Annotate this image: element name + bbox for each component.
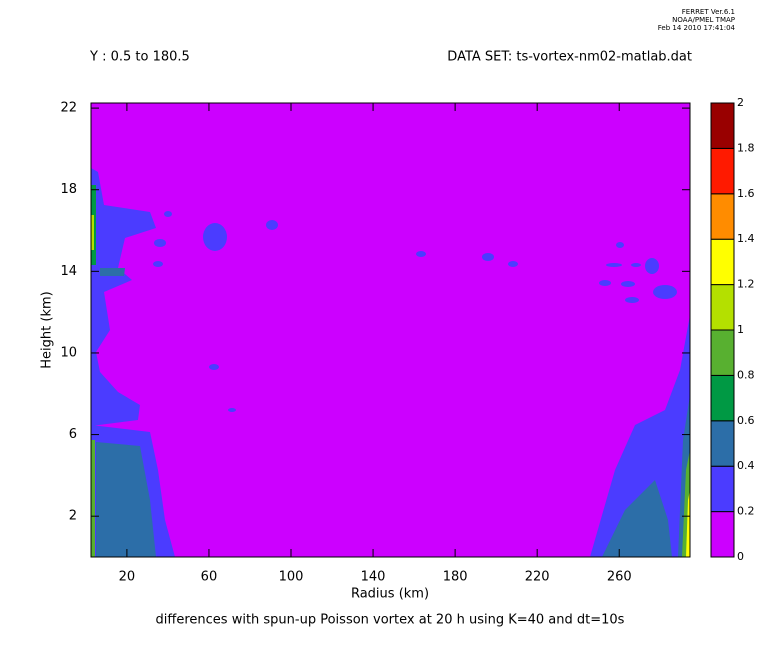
colorbar-label: 1.8 (737, 141, 755, 154)
contour-region (164, 211, 172, 217)
colorbar-band (710, 465, 735, 513)
colorbar-label: 1 (737, 323, 744, 336)
subtitle-left: Y : 0.5 to 180.5 (89, 50, 190, 65)
colorbar-label: 0.6 (737, 414, 755, 427)
contour-region (645, 258, 659, 274)
contour-region (100, 268, 125, 276)
x-tick-label: 260 (607, 570, 632, 585)
colorbar-band (710, 420, 735, 467)
x-axis-label: Radius (km) (351, 587, 429, 602)
contour-region (599, 280, 611, 286)
colorbar-band (710, 511, 735, 558)
x-tick-label: 100 (279, 570, 304, 585)
colorbar-label: 1.4 (737, 232, 755, 245)
contour-region (653, 285, 677, 299)
colorbar-label: 1.2 (737, 278, 755, 291)
contour-region (631, 263, 641, 267)
colorbar-label: 0.4 (737, 459, 755, 472)
contour-region (621, 281, 635, 287)
contour-region (590, 315, 690, 557)
subtitle-right: DATA SET: ts-vortex-nm02-matlab.dat (447, 50, 692, 65)
contour-region (228, 408, 236, 412)
x-tick-label: 20 (119, 570, 136, 585)
colorbar-label: 2 (737, 96, 744, 109)
contour-region (625, 297, 639, 303)
y-tick-label: 18 (60, 182, 77, 197)
colorbar-band (710, 193, 735, 240)
x-tick-label: 60 (201, 570, 218, 585)
program: FERRET Ver.6.1 (682, 8, 735, 16)
plot-frame (90, 102, 691, 558)
contour-field (90, 102, 691, 558)
contour-region (91, 168, 156, 426)
y-tick-label: 14 (60, 264, 77, 279)
contour-region (96, 442, 156, 557)
chart-title: differences with spun-up Poisson vortex … (156, 613, 625, 628)
date: Feb 14 2010 17:41:04 (658, 24, 736, 32)
contour-region (209, 364, 219, 370)
colorbar-label: 0.8 (737, 368, 755, 381)
y-tick-label: 10 (60, 345, 77, 360)
colorbar-band (710, 102, 735, 149)
contour-region (91, 440, 95, 557)
colorbar-band (710, 147, 735, 195)
contour-region (602, 480, 672, 557)
colorbar-band (710, 329, 735, 376)
colorbar-label: 0.2 (737, 505, 755, 518)
org: NOAA/PMEL TMAP (672, 16, 735, 24)
contour-region (203, 223, 227, 251)
contour-region (616, 242, 624, 248)
y-tick-label: 2 (69, 509, 77, 524)
y-tick-label: 22 (60, 101, 77, 116)
colorbar-label: 1.6 (737, 187, 755, 200)
contour-region (91, 103, 690, 557)
colorbar-band (710, 374, 735, 422)
x-tick-label: 180 (443, 570, 468, 585)
contour-region (153, 261, 163, 267)
contour-region (686, 490, 690, 557)
contour-region (416, 251, 426, 257)
y-tick-label: 6 (69, 427, 77, 442)
x-tick-label: 140 (361, 570, 386, 585)
x-tick-label: 220 (525, 570, 550, 585)
contour-region (266, 220, 278, 230)
contour-region (91, 215, 94, 250)
y-axis-label: Height (km) (40, 291, 55, 368)
colorbar-band (710, 284, 735, 331)
colorbar-label: 0 (737, 550, 744, 563)
contour-region (606, 263, 622, 267)
contour-region (154, 239, 166, 247)
contour-region (482, 253, 494, 261)
colorbar-band (710, 238, 735, 286)
contour-region (508, 261, 518, 267)
